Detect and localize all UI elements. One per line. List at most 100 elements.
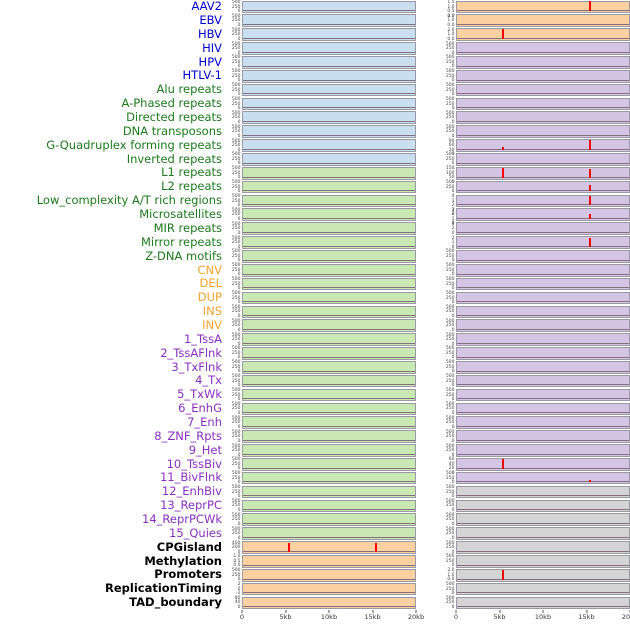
y-tick-label: 90 <box>448 138 455 144</box>
y-tick-label: 500 <box>445 374 455 380</box>
track-row: DUP 500 250 0 500 250 0 <box>0 291 630 305</box>
y-tick-label: 500 <box>231 69 241 75</box>
y-axis-ticks: 500 250 0 <box>226 485 242 499</box>
panel-right: 500 250 0 <box>416 83 630 97</box>
y-tick-label: 1.0 <box>447 32 455 38</box>
x-tick-mark <box>241 610 243 613</box>
panel-left: 500 250 0 <box>226 97 416 111</box>
signal-baseline <box>457 190 629 192</box>
x-axis-right: 0 5kb 10kb 15kb 20kb <box>454 610 630 630</box>
track-panel <box>456 319 630 333</box>
row-label: TAD_boundary <box>129 595 222 610</box>
signal-baseline <box>457 24 629 26</box>
track-row: DNA transposons 500 250 0 500 250 0 <box>0 125 630 139</box>
y-tick-label: 500 <box>231 41 241 47</box>
signal-baseline <box>457 578 629 580</box>
y-tick-label: 250 <box>231 226 241 232</box>
signal-baseline <box>243 65 415 67</box>
signal-baseline <box>243 606 415 608</box>
y-axis-ticks: 2.0 1.0 0.0 <box>416 14 456 28</box>
y-axis-ticks: 500 250 0 <box>226 444 242 458</box>
panel-right: 500 250 0 <box>416 42 630 56</box>
y-tick-label: 0 <box>451 383 455 389</box>
y-tick-label: 250 <box>231 503 241 509</box>
track-row: HIV 500 250 0 500 250 0 <box>0 42 630 56</box>
y-tick-label: 400 <box>231 540 241 546</box>
signal-baseline <box>243 10 415 12</box>
panel-left: 500 250 0 <box>226 152 416 166</box>
signal-baseline <box>457 426 629 428</box>
signal-baseline <box>243 564 415 566</box>
track-panel <box>242 444 416 457</box>
panel-left: 500 250 0 <box>226 28 416 42</box>
y-tick-label: 500 <box>231 443 241 449</box>
panel-left: 500 250 0 <box>226 249 416 263</box>
y-axis-ticks: 60 40 20 0 <box>416 457 456 476</box>
y-tick-label: 0 <box>237 50 241 56</box>
y-axis-ticks: 2 0 -2 <box>226 582 242 596</box>
y-axis-ticks: 500 250 0 <box>226 291 242 305</box>
y-tick-label: 250 <box>445 489 455 495</box>
y-tick-label: 0.0 <box>447 22 455 28</box>
panel-right: 500 250 0 <box>416 554 630 568</box>
y-tick-label: 500 <box>445 429 455 435</box>
x-tick-label: 10kb <box>320 613 338 621</box>
y-tick-label: 0 <box>237 189 241 195</box>
track-row: ReplicationTiming 2 0 -2 500 250 0 <box>0 582 630 596</box>
signal-spike <box>374 542 377 552</box>
y-axis-ticks: 500 250 0 <box>226 139 242 153</box>
y-tick-label: 0 <box>237 216 241 222</box>
y-axis-ticks: 500 250 0 <box>416 513 456 527</box>
y-tick-label: 500 <box>445 83 455 89</box>
row-label: 7_Enh <box>187 415 222 429</box>
track-panel <box>456 263 630 277</box>
track-row: 2_TssAFlnk 500 250 0 500 250 0 <box>0 346 630 360</box>
x-tick-mark <box>328 610 330 613</box>
panel-right: 500 250 0 <box>416 263 630 277</box>
y-tick-label: 0 <box>451 521 455 527</box>
track-panel <box>242 402 416 416</box>
track-panel <box>242 0 416 14</box>
x-tick-label: 20kb <box>407 613 425 621</box>
track-row: 10_TssBiv 500 250 0 60 40 20 0 <box>0 457 630 476</box>
panel-left: 500 250 0 <box>226 568 416 582</box>
y-axis-ticks: 500 250 0 <box>226 360 242 374</box>
y-tick-label: 3 <box>451 198 455 204</box>
panel-right: 500 250 0 <box>416 125 630 139</box>
y-tick-label: 1.0 <box>447 18 455 24</box>
track-panel <box>456 360 630 374</box>
y-tick-label: 0 <box>451 119 455 125</box>
y-tick-label: 500 <box>445 415 455 421</box>
y-axis-ticks: 500 250 0 <box>226 97 242 111</box>
y-axis-ticks: 500 250 0 <box>226 55 242 69</box>
track-panel <box>242 499 416 513</box>
x-tick-label: 5kb <box>493 613 506 621</box>
y-tick-label: 250 <box>231 253 241 259</box>
panel-right: 60 40 20 0 <box>416 457 630 476</box>
y-tick-label: 4 <box>451 194 455 200</box>
y-tick-label: 250 <box>445 350 455 356</box>
signal-baseline <box>457 315 629 317</box>
y-tick-label: 500 <box>445 69 455 75</box>
y-tick-label: 0.0 <box>447 36 455 42</box>
signal-baseline <box>243 356 415 358</box>
y-tick-label: 0 <box>451 161 455 167</box>
panel-left: 500 250 0 <box>226 42 416 56</box>
y-axis-ticks: 500 250 0 <box>416 346 456 360</box>
y-tick-label: 0 <box>451 604 455 610</box>
track-panel <box>456 596 630 610</box>
track-panel <box>456 42 630 55</box>
y-tick-label: 0 <box>237 327 241 333</box>
panel-left: 500 250 0 <box>226 485 416 499</box>
y-tick-label: 250 <box>231 87 241 93</box>
signal-baseline <box>243 287 415 289</box>
y-tick-label: 0 <box>451 369 455 375</box>
panel-left: 500 250 0 <box>226 471 416 485</box>
track-panel <box>242 374 416 388</box>
y-tick-label: 250 <box>445 531 455 537</box>
track-row: Inverted repeats 500 250 0 500 250 0 <box>0 152 630 166</box>
track-row: L2 repeats 500 250 0 500 250 0 <box>0 180 630 194</box>
y-tick-label: 500 <box>445 124 455 130</box>
track-row: 5_TxWk 500 250 0 500 250 0 <box>0 388 630 402</box>
